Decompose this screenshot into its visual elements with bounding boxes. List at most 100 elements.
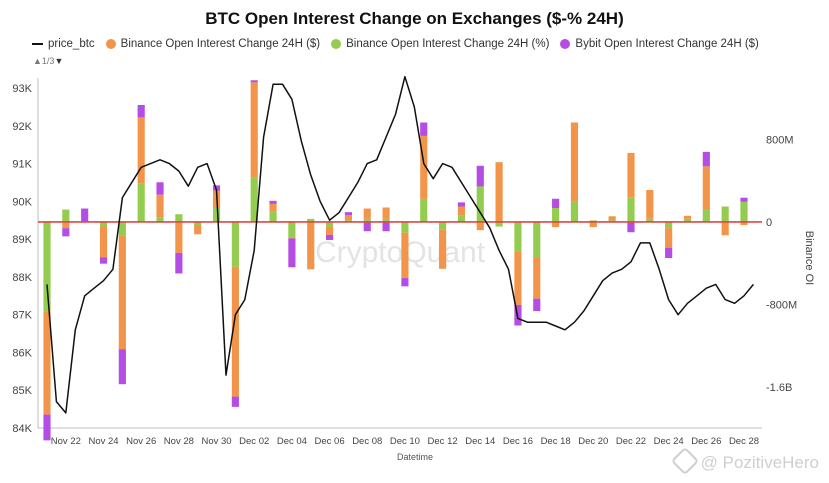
bar-binance-pct	[194, 221, 202, 226]
bar-binance-usd	[646, 190, 654, 219]
x-axis-title: Datetime	[397, 452, 433, 462]
cryptoquant-watermark: CryptoQuant	[315, 236, 486, 269]
legend-label-binance-usd: Binance Open Interest Change 24H ($)	[120, 38, 321, 50]
pager-down-icon[interactable]: ▼	[54, 56, 64, 66]
bar-bybit-usd	[552, 198, 560, 209]
bar-binance-pct	[156, 217, 164, 222]
bar-bybit-usd	[156, 182, 164, 195]
y-left-tick-label: 88K	[12, 272, 32, 284]
bar-bybit-usd	[420, 122, 428, 136]
bar-binance-usd	[665, 228, 673, 248]
bar-binance-usd	[420, 135, 428, 199]
bar-bybit-usd	[137, 105, 145, 118]
bar-binance-pct	[269, 211, 277, 222]
y-left-tick-label: 84K	[12, 423, 32, 435]
bar-bybit-usd	[533, 298, 541, 312]
bar-binance-pct	[137, 183, 145, 222]
bar-bybit-usd	[81, 208, 89, 222]
bar-bybit-usd	[118, 349, 126, 385]
bar-binance-usd	[401, 232, 409, 279]
bar-binance-usd	[457, 206, 466, 216]
legend-item-binance-usd[interactable]: Binance Open Interest Change 24H ($)	[105, 38, 321, 50]
bar-binance-usd	[62, 221, 70, 229]
legend-item-bybit-usd[interactable]: Bybit Open Interest Change 24H ($)	[560, 38, 759, 50]
x-tick-label: Nov 26	[126, 436, 156, 447]
bar-binance-usd	[137, 117, 145, 184]
bar-bybit-usd	[665, 247, 673, 258]
bar-bybit-usd	[62, 228, 70, 237]
bar-binance-usd	[608, 216, 616, 221]
bar-bybit-usd	[231, 396, 239, 407]
bar-bybit-usd	[325, 234, 334, 240]
bar-binance-usd	[231, 266, 239, 397]
bar-binance-usd	[683, 215, 692, 219]
bar-binance-pct	[175, 214, 183, 222]
credit-text: @ PozitiveHero	[700, 453, 819, 472]
x-tick-label: Dec 12	[428, 436, 458, 447]
bar-binance-pct	[552, 208, 560, 222]
pager-up-icon[interactable]: ▲	[33, 56, 42, 66]
x-tick-label: Dec 14	[465, 436, 495, 447]
y-right-tick-label: -1.6B	[766, 382, 792, 394]
bar-bybit-usd	[344, 212, 352, 216]
bar-binance-usd	[589, 221, 597, 228]
bar-bybit-usd	[99, 257, 108, 264]
bar-binance-usd	[382, 207, 390, 219]
bar-binance-pct	[476, 186, 484, 222]
bar-binance-usd	[118, 235, 126, 350]
bar-binance-pct	[62, 209, 70, 222]
x-tick-label: Nov 28	[164, 436, 194, 447]
y-right-tick-label: -800M	[766, 299, 797, 311]
x-tick-label: Nov 30	[201, 436, 231, 447]
bar-binance-pct	[307, 218, 315, 222]
bar-binance-usd	[721, 221, 729, 236]
x-tick-label: Dec 04	[277, 436, 307, 447]
bar-bybit-usd	[382, 221, 390, 232]
bar-binance-pct	[420, 198, 428, 222]
legend-swatch-binance-pct	[331, 39, 342, 49]
bar-binance-pct	[212, 208, 221, 222]
chart-title: BTC Open Interest Change on Exchanges ($…	[205, 9, 624, 28]
bar-binance-usd	[495, 162, 503, 222]
legend-item-binance-pct[interactable]: Binance Open Interest Change 24H (%)	[331, 38, 549, 50]
x-tick-label: Dec 26	[691, 436, 721, 447]
y-left-tick-label: 90K	[12, 196, 32, 208]
bar-binance-usd	[533, 257, 541, 299]
bar-binance-pct	[250, 177, 258, 222]
bar-binance-pct	[683, 218, 692, 222]
x-tick-label: Dec 20	[578, 436, 608, 447]
series-line-price-btc	[46, 75, 754, 414]
bar-binance-usd	[269, 203, 277, 212]
y-left-tick-label: 92K	[12, 121, 32, 133]
bar-binance-usd	[175, 221, 183, 253]
x-tick-label: Dec 10	[390, 436, 420, 447]
y-left-tick-label: 87K	[12, 310, 32, 322]
bar-binance-usd	[156, 194, 164, 218]
bar-binance-usd	[740, 221, 748, 226]
bar-bybit-usd	[627, 221, 635, 233]
bar-bybit-usd	[476, 165, 484, 187]
y-right-tick-label: 800M	[766, 135, 794, 147]
bar-binance-usd	[325, 226, 334, 235]
bar-binance-pct	[325, 221, 334, 227]
bar-bybit-usd	[702, 151, 710, 167]
legend-item-price[interactable]: price_btc	[32, 38, 95, 50]
y-right-axis-title: Binance OI	[803, 231, 815, 285]
x-tick-label: Dec 06	[315, 436, 345, 447]
bar-binance-pct	[363, 218, 371, 222]
legend-label-price: price_btc	[48, 38, 95, 50]
x-tick-label: Dec 28	[729, 436, 759, 447]
legend-swatch-bybit-usd	[560, 39, 571, 49]
bar-binance-pct	[439, 221, 447, 230]
x-tick-label: Dec 02	[239, 436, 269, 447]
bar-bybit-usd	[401, 278, 409, 287]
bar-binance-usd	[250, 82, 258, 178]
y-left-tick-label: 85K	[12, 385, 32, 397]
bar-binance-pct	[43, 221, 51, 312]
legend-pager[interactable]: ▲1/3▼	[33, 56, 63, 66]
bar-bybit-usd	[740, 197, 748, 202]
bar-bybit-usd	[175, 252, 183, 274]
legend-label-binance-pct: Binance Open Interest Change 24H (%)	[346, 38, 550, 50]
x-tick-label: Dec 24	[654, 436, 684, 447]
